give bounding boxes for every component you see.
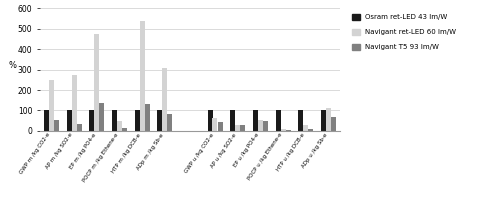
Bar <box>258 120 263 131</box>
Bar <box>331 117 336 131</box>
Bar <box>298 110 304 131</box>
Bar <box>135 110 140 131</box>
Bar <box>112 110 117 131</box>
Bar <box>162 68 168 131</box>
Bar <box>90 110 94 131</box>
Bar <box>286 130 290 131</box>
Bar <box>326 108 331 131</box>
Bar <box>100 103 104 131</box>
Y-axis label: %: % <box>8 61 16 70</box>
Bar <box>66 110 71 131</box>
Bar <box>212 118 218 131</box>
Bar <box>54 120 59 131</box>
Bar <box>158 110 162 131</box>
Legend: Osram ret-LED 43 lm/W, Navigant ret-LED 60 lm/W, Navigant T5 93 lm/W: Osram ret-LED 43 lm/W, Navigant ret-LED … <box>350 12 459 52</box>
Bar <box>117 121 122 131</box>
Bar <box>94 34 100 131</box>
Bar <box>208 110 212 131</box>
Bar <box>240 125 245 131</box>
Bar <box>280 129 285 131</box>
Bar <box>145 104 150 131</box>
Bar <box>49 80 54 131</box>
Bar <box>235 125 240 131</box>
Bar <box>321 110 326 131</box>
Bar <box>253 110 258 131</box>
Bar <box>72 75 76 131</box>
Bar <box>44 110 49 131</box>
Bar <box>276 110 280 131</box>
Bar <box>140 21 145 131</box>
Bar <box>218 122 222 131</box>
Bar <box>168 114 172 131</box>
Bar <box>76 124 82 131</box>
Bar <box>304 125 308 131</box>
Bar <box>122 128 127 131</box>
Bar <box>308 129 314 131</box>
Bar <box>230 110 235 131</box>
Bar <box>263 121 268 131</box>
